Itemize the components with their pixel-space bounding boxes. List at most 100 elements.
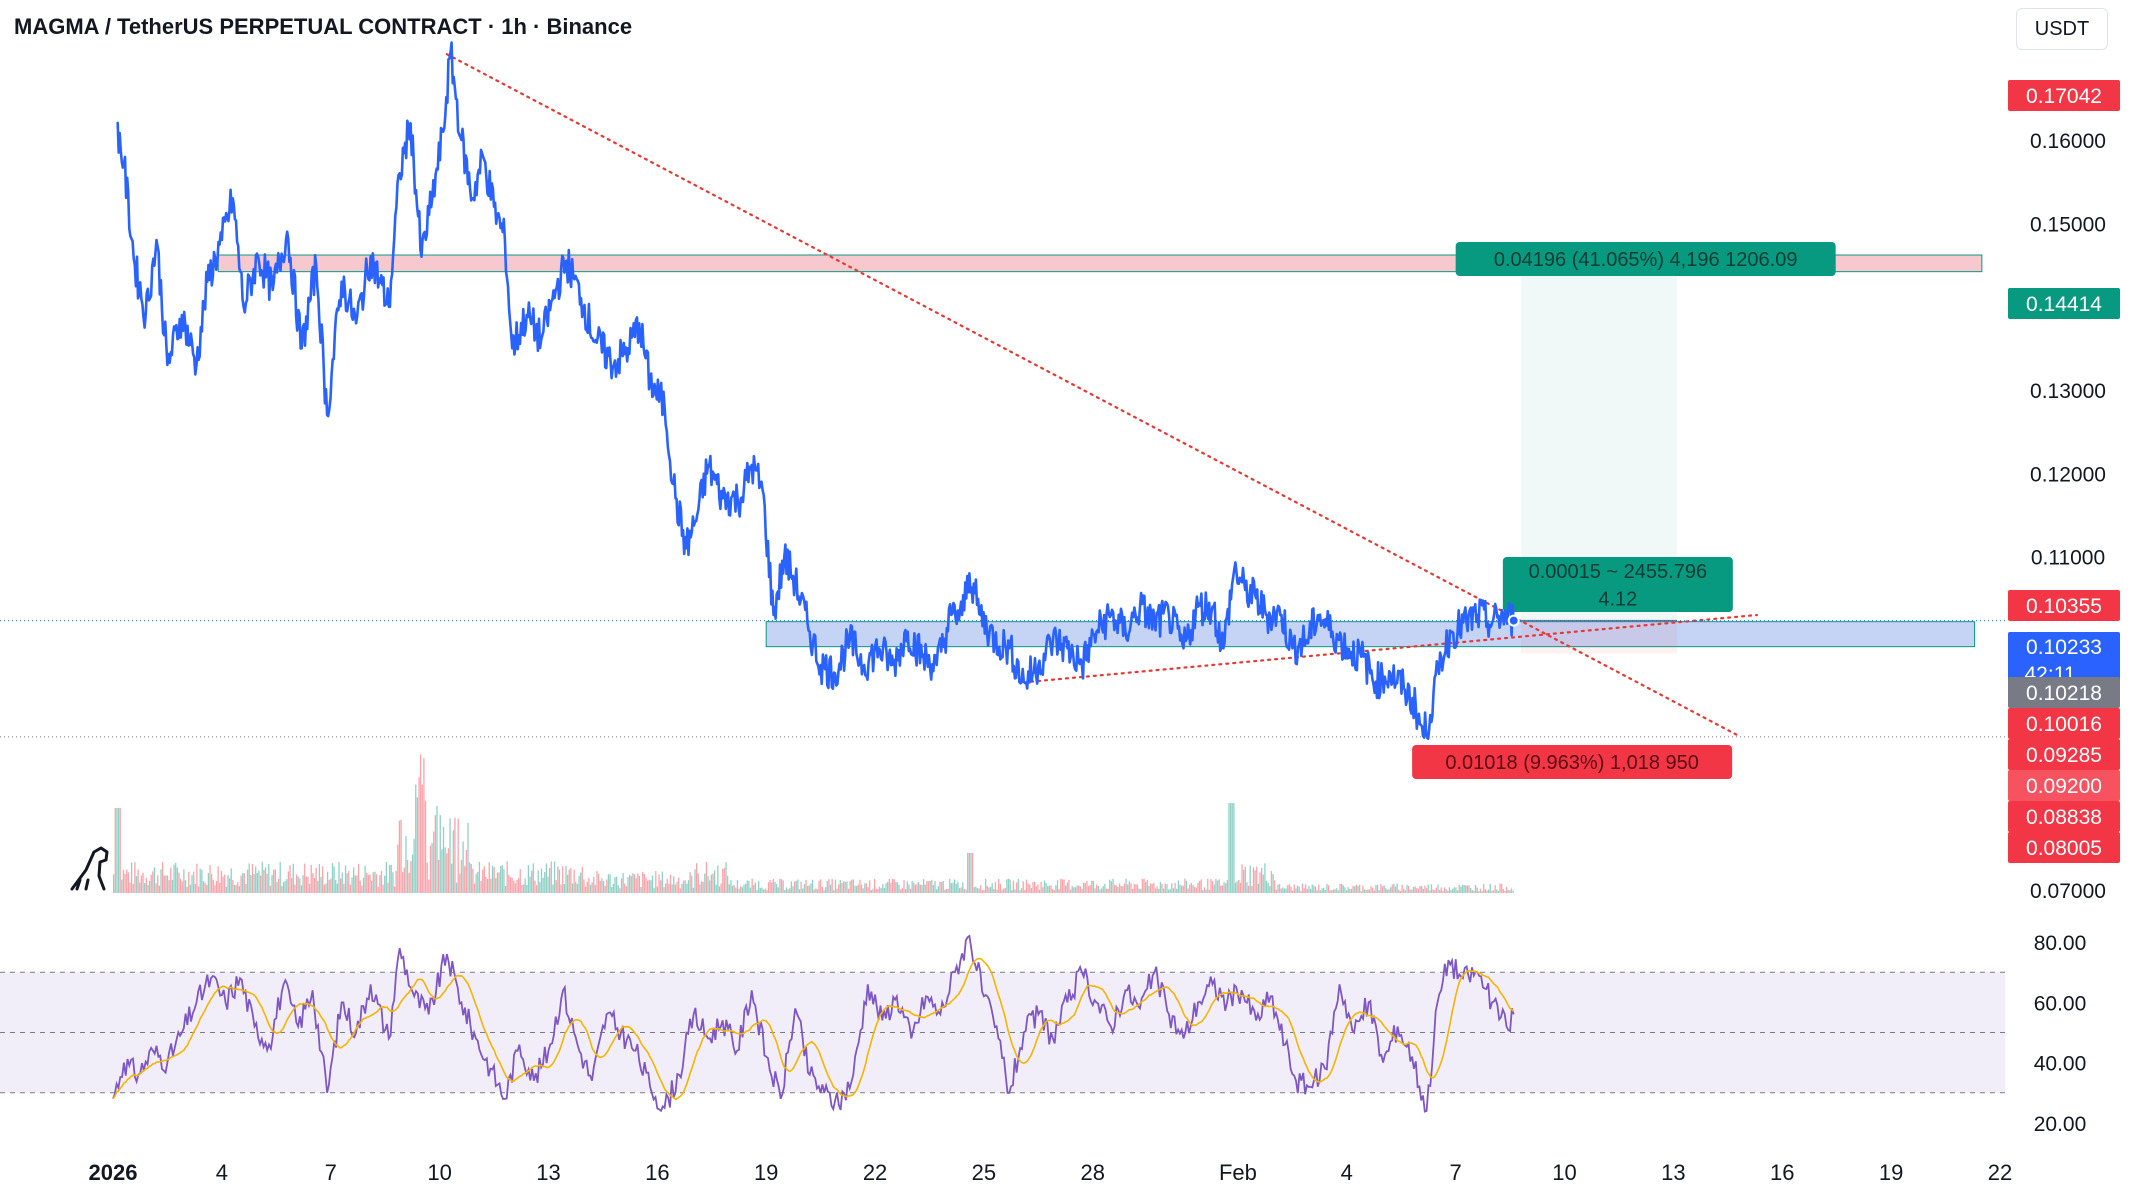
volume-bar xyxy=(274,869,276,893)
volume-bar xyxy=(1164,883,1166,893)
volume-bar xyxy=(1084,883,1086,893)
volume-bar xyxy=(821,886,824,893)
volume-bar xyxy=(586,881,588,893)
volume-bar xyxy=(1202,889,1204,893)
volume-bar xyxy=(596,871,598,893)
volume-bar xyxy=(1409,889,1411,893)
volume-bar xyxy=(423,758,425,893)
volume-bar xyxy=(364,865,366,893)
target-label[interactable]: 0.04196 (41.065%) 4,196 1206.09 xyxy=(1455,242,1836,276)
volume-bar xyxy=(155,883,157,893)
volume-bar xyxy=(269,885,272,893)
volume-bar xyxy=(1068,880,1070,893)
volume-bar xyxy=(1389,887,1392,893)
volume-bar xyxy=(774,881,776,893)
volume-bar xyxy=(810,883,812,893)
volume-bar xyxy=(1494,885,1496,893)
volume-bar xyxy=(1429,890,1431,893)
volume-bar xyxy=(604,885,606,893)
volume-bar xyxy=(934,881,936,893)
volume-bar xyxy=(517,878,520,893)
volume-bar xyxy=(645,877,647,893)
volume-bar xyxy=(467,822,469,893)
time-axis-tick: 2026 xyxy=(89,1160,138,1185)
volume-bar xyxy=(1489,883,1491,893)
volume-bar xyxy=(1324,889,1326,893)
volume-bar xyxy=(521,885,523,893)
volume-bar xyxy=(883,887,886,893)
stop-label[interactable]: 0.01018 (9.963%) 1,018 950 xyxy=(1412,745,1733,779)
volume-bar xyxy=(176,867,178,893)
support-zone[interactable] xyxy=(765,621,1976,648)
volume-bar xyxy=(1419,885,1421,893)
volume-bar xyxy=(1331,889,1333,893)
volume-bar xyxy=(382,884,384,893)
volume-bar xyxy=(584,886,587,893)
volume-bar xyxy=(646,880,649,893)
volume-bar xyxy=(576,883,579,893)
volume-bar xyxy=(1321,888,1323,893)
volume-bar xyxy=(253,874,255,893)
volume-bar xyxy=(793,881,796,893)
price-axis-tick: 0.16000 xyxy=(2030,130,2106,153)
volume-bar xyxy=(165,875,167,893)
volume-bar xyxy=(1053,890,1055,893)
volume-bar xyxy=(258,870,260,893)
volume-bar xyxy=(1300,891,1302,893)
volume-bar xyxy=(882,884,884,893)
time-axis-tick: 22 xyxy=(1988,1160,2012,1185)
position-info-label[interactable]: 0.00015 ~ 2455.796 4.12 xyxy=(1502,557,1733,612)
ascending-trendline[interactable] xyxy=(1029,613,1758,683)
volume-bar xyxy=(1216,880,1219,893)
volume-bar xyxy=(1285,888,1287,893)
descending-trendline[interactable] xyxy=(445,53,1740,737)
volume-bar xyxy=(279,862,281,893)
volume-bar xyxy=(555,880,557,893)
volume-bar xyxy=(1184,878,1186,893)
currency-selector[interactable]: USDT xyxy=(2016,8,2108,50)
volume-bar xyxy=(1069,889,1072,893)
volume-bar xyxy=(295,874,298,893)
volume-bar xyxy=(336,883,339,893)
volume-bar xyxy=(736,879,739,893)
volume-bar xyxy=(709,880,711,893)
volume-bar xyxy=(356,875,358,893)
volume-bar xyxy=(1411,889,1413,893)
volume-bar xyxy=(1468,885,1470,893)
volume-bar xyxy=(723,867,726,893)
volume-bar xyxy=(1109,879,1111,893)
time-axis-tick: 25 xyxy=(972,1160,996,1185)
rsi-line[interactable] xyxy=(112,934,1515,1113)
price-tag: 0.09200 xyxy=(2008,770,2120,801)
volume-bar xyxy=(1407,886,1410,893)
volume-bar xyxy=(346,873,348,893)
volume-bar xyxy=(684,880,686,893)
price-tag: 0.10016 xyxy=(2008,708,2120,739)
volume-bar xyxy=(276,881,278,893)
volume-bar xyxy=(240,875,242,893)
rsi-pane xyxy=(0,971,2005,1094)
volume-bar xyxy=(1158,888,1160,893)
volume-bar xyxy=(227,875,229,893)
volume-bar xyxy=(289,865,291,893)
volume-bar xyxy=(1280,888,1282,893)
volume-bar xyxy=(153,867,156,893)
volume-bar xyxy=(1123,883,1126,893)
volume-bar xyxy=(415,784,417,893)
volume-bar xyxy=(782,880,784,893)
volume-bar xyxy=(697,873,699,893)
volume-bar xyxy=(1215,879,1217,893)
volume-bar xyxy=(1243,869,1245,893)
price-tag: 0.08005 xyxy=(2008,832,2120,863)
volume-bar xyxy=(986,886,988,893)
volume-bar xyxy=(480,881,482,893)
volume-bar xyxy=(1200,879,1202,893)
volume-bar xyxy=(1032,882,1034,893)
volume-bar xyxy=(1349,888,1351,893)
volume-bar xyxy=(1270,871,1273,893)
volume-bar xyxy=(914,884,917,893)
price-line[interactable] xyxy=(116,41,1515,741)
volume-bar xyxy=(1115,885,1117,893)
volume-bar xyxy=(1218,879,1220,893)
